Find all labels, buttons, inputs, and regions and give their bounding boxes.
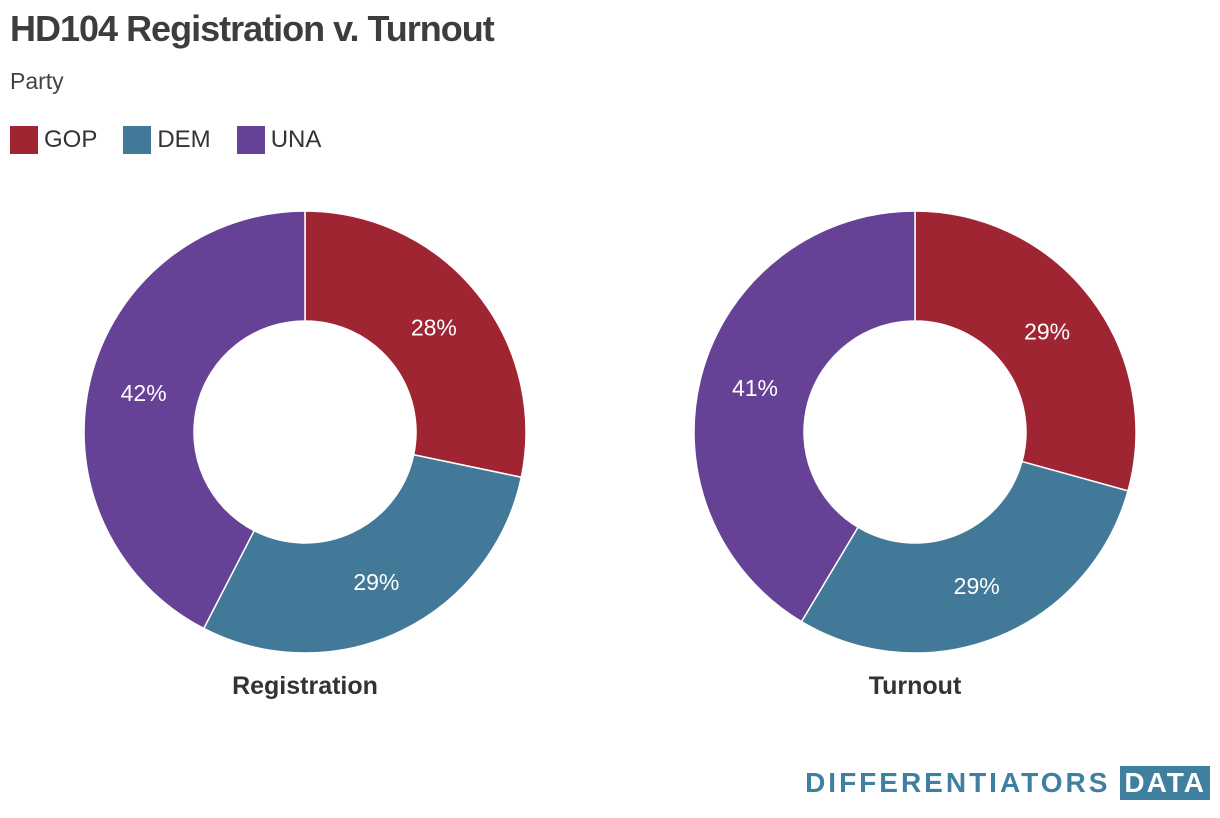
chart-label-turnout: Turnout <box>869 672 962 700</box>
legend-label-una: UNA <box>270 126 322 153</box>
legend-label-dem: DEM <box>157 126 211 153</box>
slice-turnout-una[interactable] <box>693 210 916 623</box>
chart-subtitle: Party <box>10 68 64 94</box>
slice-registration-gop[interactable] <box>304 210 527 479</box>
brand-word: DIFFERENTIATORS <box>805 767 1111 798</box>
donut-charts: 28% 29% 42% Registration 29% 29% 41% Turnout <box>83 210 1137 700</box>
data-label-turnout-dem: 29% <box>954 573 1000 599</box>
donut-chart-turnout: 29% 29% 41% Turnout <box>693 210 1137 700</box>
data-label-registration-dem: 29% <box>353 569 399 595</box>
data-label-turnout-una: 41% <box>732 375 778 401</box>
data-label-turnout-gop: 29% <box>1024 318 1070 344</box>
slice-registration-una[interactable] <box>83 210 306 630</box>
legend-item-una[interactable]: UNA <box>236 126 322 154</box>
chart-title: HD104 Registration v. Turnout <box>10 8 495 49</box>
legend: GOP DEM UNA <box>10 126 347 154</box>
legend-item-gop[interactable]: GOP <box>10 126 97 154</box>
legend-swatch-una <box>236 126 265 154</box>
chart-label-registration: Registration <box>232 672 378 700</box>
slice-turnout-gop[interactable] <box>914 210 1137 492</box>
brand-logo: DIFFERENTIATORS DATA <box>805 766 1210 800</box>
donut-chart-registration: 28% 29% 42% Registration <box>83 210 527 700</box>
data-label-registration-una: 42% <box>121 380 167 406</box>
brand-box: DATA <box>1120 766 1210 800</box>
legend-swatch-gop <box>10 126 38 154</box>
slice-registration-dem[interactable] <box>202 453 523 654</box>
legend-swatch-dem <box>123 126 152 154</box>
legend-label-gop: GOP <box>44 126 98 153</box>
legend-item-dem[interactable]: DEM <box>123 126 211 154</box>
slice-turnout-dem[interactable] <box>800 460 1129 654</box>
data-label-registration-gop: 28% <box>411 314 457 340</box>
